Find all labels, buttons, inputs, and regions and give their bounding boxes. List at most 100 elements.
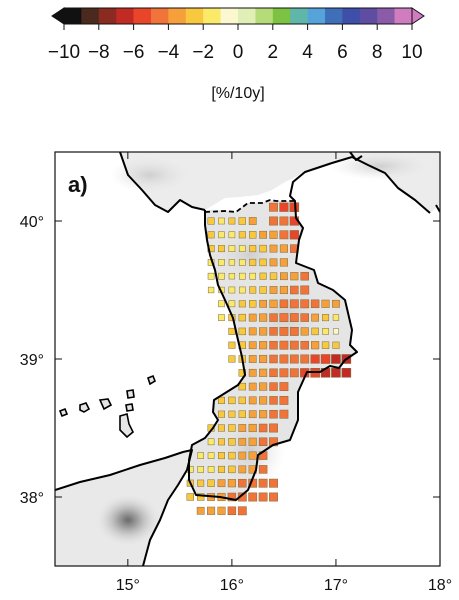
trend-square [249, 231, 257, 239]
trend-square [238, 286, 246, 294]
trend-square [269, 244, 278, 253]
trend-square [238, 313, 246, 322]
trend-square [290, 272, 299, 281]
relief-north [110, 157, 190, 193]
trend-square [269, 492, 278, 502]
trend-square [228, 396, 236, 405]
trend-square [259, 244, 267, 253]
trend-square [289, 313, 299, 323]
trend-square [249, 286, 257, 294]
trend-square [289, 230, 299, 240]
trend-square [311, 313, 320, 322]
trend-square [248, 341, 257, 350]
colorbar-swatch [342, 8, 361, 24]
colorbar-swatch [98, 8, 117, 24]
colorbar-swatch [377, 8, 395, 24]
colorbar-tick-label: 6 [337, 42, 348, 63]
trend-square [321, 341, 330, 349]
trend-square [259, 410, 268, 419]
trend-square [238, 231, 246, 239]
trend-square [238, 259, 246, 266]
colorbar-swatch [203, 8, 221, 24]
colorbar-swatch [168, 8, 187, 24]
trend-square [259, 327, 268, 336]
trend-square [322, 314, 330, 322]
trend-square [228, 327, 236, 335]
coastline-sicily [55, 449, 193, 566]
trend-square [228, 355, 236, 363]
colorbar-tick-label: −6 [123, 42, 145, 63]
colorbar: −10 −8 −6 −4 −2 0 2 4 6 8 10 [%/10y] [48, 7, 425, 102]
colorbar-tick-label: −4 [158, 42, 180, 63]
colorbar-swatch [359, 8, 378, 24]
lon-tick-label: 16° [220, 577, 244, 594]
relief-aspromonte [215, 410, 285, 490]
trend-square [279, 230, 289, 240]
trend-square [259, 313, 268, 322]
trend-square [238, 300, 246, 308]
trend-square [227, 479, 236, 488]
trend-square [228, 451, 236, 460]
trend-square [269, 313, 278, 322]
trend-square [248, 217, 257, 225]
map-panel: 15° 16° 17° 18° 38° 39° 40° a) [20, 151, 452, 594]
trend-square [269, 437, 278, 447]
colorbar-swatch [185, 8, 204, 24]
colorbar-tick-label: 0 [233, 42, 244, 63]
trend-square [300, 354, 310, 364]
trend-square [289, 299, 299, 309]
trend-square [186, 493, 194, 501]
coastline-tyrrhenian-north [119, 152, 206, 213]
regional-border [204, 199, 295, 213]
trend-square [269, 202, 278, 212]
trend-square [259, 354, 268, 364]
trend-square [227, 492, 237, 502]
island-lipari [119, 412, 134, 439]
trend-square [218, 217, 225, 225]
trend-square [207, 438, 215, 446]
colorbar-swatch [290, 8, 308, 24]
trend-square [218, 314, 225, 321]
trend-square [248, 410, 257, 419]
trend-square [228, 286, 236, 294]
trend-square [207, 217, 215, 225]
trend-square [248, 327, 257, 336]
colorbar-swatch [151, 8, 169, 24]
colorbar-swatch [220, 8, 239, 24]
trend-square [217, 452, 225, 460]
trend-square [207, 272, 215, 280]
trend-square [248, 451, 257, 460]
trend-square [300, 285, 310, 295]
island-filicudi [79, 402, 91, 413]
trend-square [258, 465, 268, 474]
trend-square [249, 300, 257, 308]
trend-square [248, 382, 257, 391]
lat-tick-label: 40° [20, 214, 44, 231]
trend-square [280, 272, 288, 281]
lon-tick-label: 17° [324, 577, 348, 594]
trend-square [249, 258, 257, 266]
trend-square [259, 258, 267, 267]
trend-square [207, 479, 215, 487]
trend-square [238, 217, 246, 225]
trend-square [237, 506, 247, 516]
trend-square [207, 506, 216, 515]
trend-square [248, 423, 257, 433]
trend-square [289, 354, 299, 364]
trend-square [332, 341, 340, 349]
coastline-ionian-north [351, 156, 431, 214]
trend-square [269, 396, 278, 405]
island-alicudi [58, 407, 69, 418]
trend-square [290, 285, 299, 295]
trend-square [258, 492, 268, 502]
colorbar-swatch [307, 8, 326, 24]
trend-square [207, 231, 215, 239]
trend-square [217, 479, 226, 488]
trend-square [258, 437, 268, 447]
trend-square [269, 299, 278, 308]
colorbar-tick-label: 8 [372, 42, 383, 63]
trend-square [289, 368, 299, 378]
trend-square [238, 410, 246, 418]
colorbar-swatch [325, 8, 343, 24]
trend-square [269, 368, 278, 378]
